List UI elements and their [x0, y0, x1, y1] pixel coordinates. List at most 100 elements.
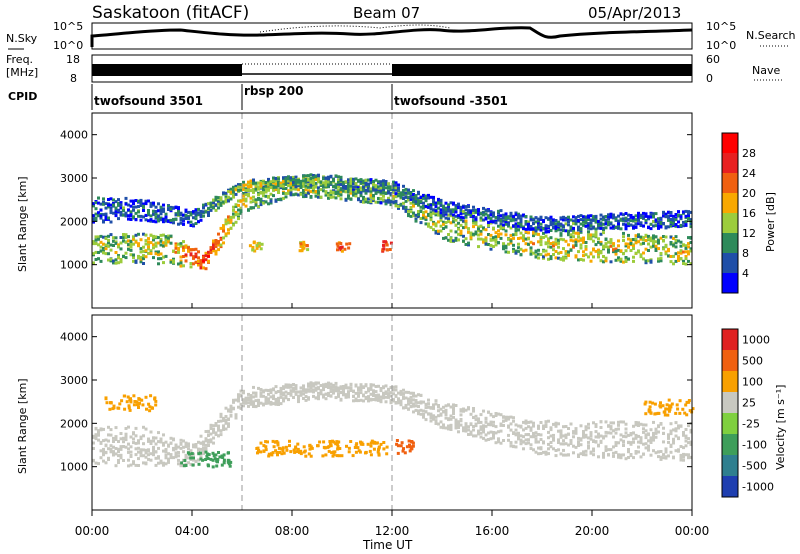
power-cell: [339, 183, 343, 186]
power-cell: [624, 244, 628, 248]
power-cell: [119, 210, 123, 214]
power-cell: [489, 238, 493, 242]
power-cell: [457, 227, 460, 231]
power-cell: [549, 242, 553, 245]
power-cell: [462, 205, 465, 209]
power-cell: [567, 223, 570, 227]
velocity-cell: [267, 454, 271, 458]
power-cell: [602, 244, 605, 248]
ground-scatter-cell: [349, 383, 353, 387]
power-cell: [637, 212, 640, 216]
power-cell: [442, 209, 445, 213]
power-cell: [147, 211, 150, 215]
power-cell: [357, 188, 360, 191]
power-cell: [122, 209, 125, 213]
power-cell: [214, 251, 218, 255]
ground-scatter-cell: [604, 430, 608, 434]
power-cell: [439, 204, 443, 208]
power-cell: [217, 202, 220, 206]
ground-scatter-cell: [149, 441, 153, 445]
ground-scatter-cell: [619, 438, 623, 442]
ground-scatter-cell: [544, 425, 548, 428]
power-cell: [369, 196, 373, 199]
power-cell: [414, 194, 418, 198]
power-cell: [637, 234, 640, 238]
power-cell: [472, 232, 475, 236]
power-cell: [622, 252, 625, 256]
ground-scatter-cell: [142, 461, 145, 465]
power-cell: [327, 175, 330, 179]
ground-scatter-cell: [409, 405, 413, 409]
power-cell: [657, 217, 660, 221]
ground-scatter-cell: [112, 450, 115, 454]
ground-scatter-cell: [249, 400, 253, 403]
power-cell: [204, 267, 208, 271]
power-cell: [132, 235, 135, 239]
power-cell: [472, 214, 475, 218]
power-cell: [227, 231, 230, 235]
power-cell: [364, 183, 368, 187]
power-cell: [497, 224, 500, 228]
power-cell: [522, 249, 525, 253]
power-cell: [234, 204, 238, 208]
ground-scatter-cell: [607, 448, 610, 452]
velocity-cell: [135, 400, 139, 404]
ground-scatter-cell: [374, 390, 378, 394]
power-cell: [542, 236, 545, 239]
velocity-cell: [295, 450, 299, 454]
power-cell: [394, 186, 398, 190]
ground-scatter-cell: [109, 447, 113, 451]
ground-scatter-cell: [399, 399, 403, 403]
ground-scatter-cell: [169, 456, 173, 460]
ground-scatter-cell: [384, 400, 388, 404]
ground-scatter-cell: [432, 406, 435, 410]
power-cell: [152, 201, 155, 205]
power-cell: [397, 206, 400, 210]
velocity-cell: [656, 411, 660, 415]
power-cell: [224, 199, 228, 203]
velocity-cell: [349, 440, 353, 443]
ground-scatter-cell: [217, 426, 220, 430]
power-cell: [664, 225, 668, 229]
power-cell: [674, 216, 678, 220]
power-cell: [684, 220, 688, 224]
power-cell: [129, 240, 133, 243]
ground-scatter-cell: [594, 423, 598, 427]
ground-scatter-cell: [454, 421, 458, 424]
power-cell: [149, 204, 153, 208]
power-cell: [144, 233, 148, 237]
ground-scatter-cell: [152, 450, 155, 454]
ground-scatter-cell: [432, 416, 435, 420]
power-cell: [617, 222, 620, 226]
ground-scatter-cell: [684, 439, 688, 443]
ground-scatter-cell: [314, 388, 318, 392]
power-cell: [617, 258, 620, 262]
ground-scatter-cell: [609, 425, 613, 429]
power-cell: [249, 185, 253, 189]
ground-scatter-cell: [594, 430, 598, 434]
ground-scatter-cell: [412, 398, 415, 402]
power-cell: [169, 205, 173, 209]
power-cell: [212, 239, 215, 243]
velocity-cell: [659, 401, 662, 405]
power-cell: [124, 256, 128, 260]
power-cell: [364, 197, 368, 201]
power-cell: [607, 223, 610, 227]
velocity-cell: [184, 464, 188, 467]
ground-scatter-cell: [119, 445, 123, 449]
ground-scatter-cell: [659, 450, 663, 453]
power-cell: [459, 230, 463, 234]
power-cell: [677, 257, 680, 261]
ground-scatter-cell: [527, 433, 530, 436]
ground-scatter-cell: [199, 434, 203, 438]
power-cell: [309, 178, 313, 182]
ground-scatter-cell: [364, 390, 368, 394]
velocity-cell: [356, 446, 360, 450]
power-cell: [147, 247, 150, 251]
velocity-cell: [215, 464, 219, 468]
power-cell: [522, 236, 525, 240]
ground-scatter-cell: [544, 420, 548, 424]
ground-scatter-cell: [162, 463, 165, 467]
ground-scatter-cell: [622, 434, 625, 438]
power-cell: [104, 212, 108, 216]
